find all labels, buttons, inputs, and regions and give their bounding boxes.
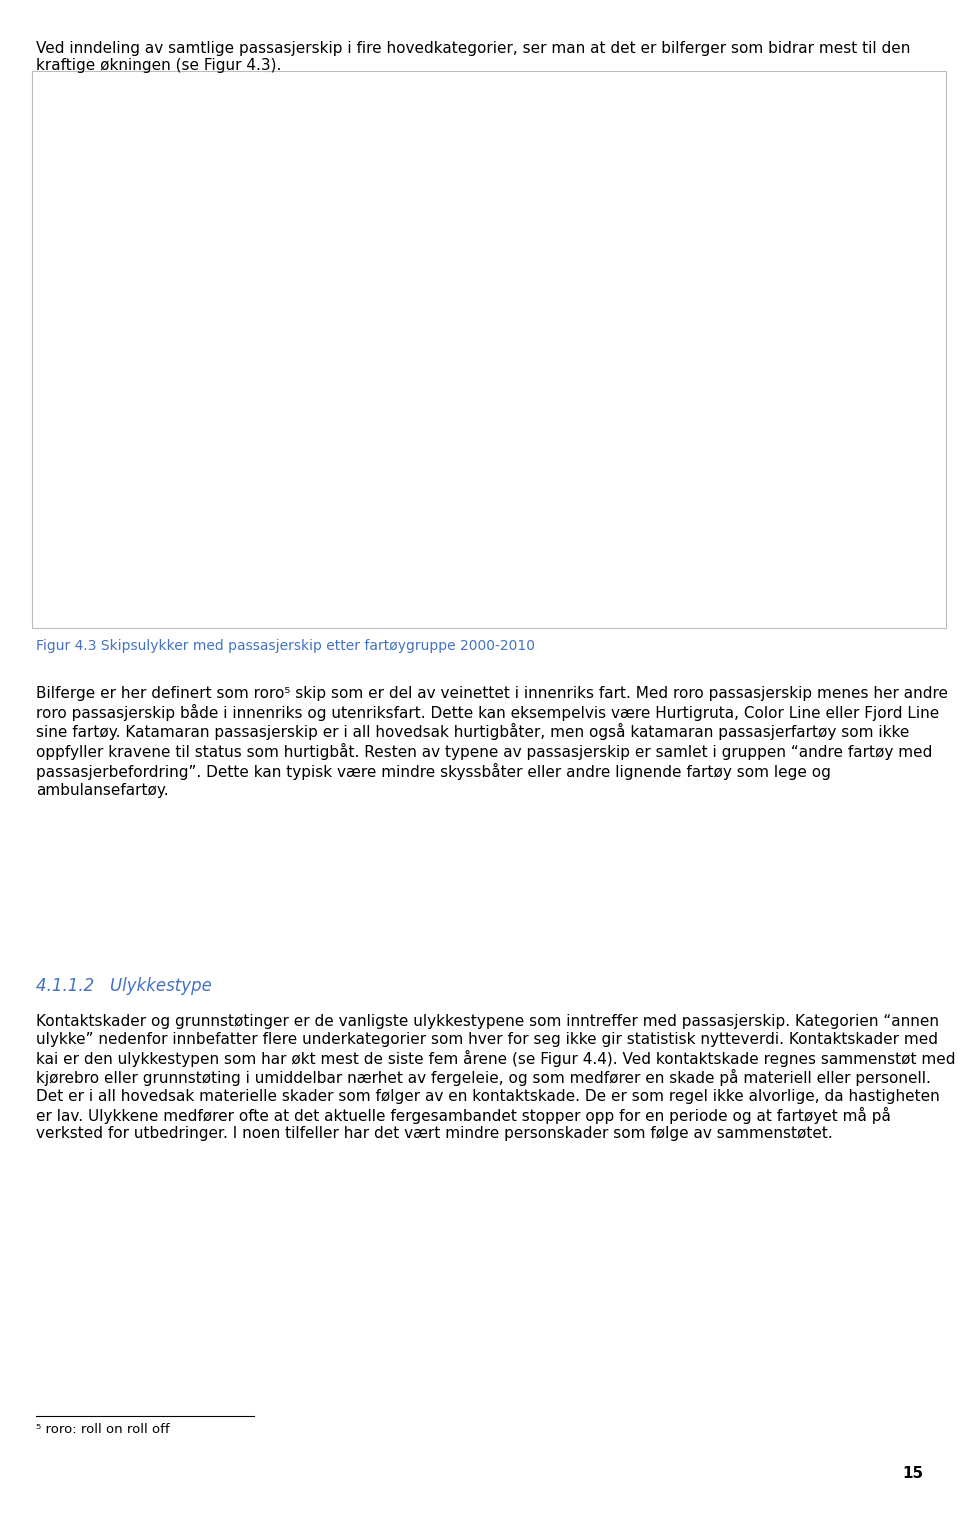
Text: 4.1.1.2   Ulykkestype: 4.1.1.2 Ulykkestype (36, 977, 212, 995)
Text: Bilferge er her definert som roro⁵ skip som er del av veinettet i innenriks fart: Bilferge er her definert som roro⁵ skip … (36, 686, 948, 798)
Text: 15: 15 (902, 1466, 924, 1481)
Text: Ved inndeling av samtlige passasjerskip i fire hovedkategorier, ser man at det e: Ved inndeling av samtlige passasjerskip … (36, 41, 911, 73)
Text: Kontaktskader og grunnstøtinger er de vanligste ulykkestypene som inntreffer med: Kontaktskader og grunnstøtinger er de va… (36, 1014, 956, 1142)
Legend: Andre fartøy med
passasjerbefordring, Ro/Ro Passasjerskip, Bilferge, Katamaran
p: Andre fartøy med passasjerbefordring, Ro… (725, 123, 894, 292)
Text: ⁵ roro: roll on roll off: ⁵ roro: roll on roll off (36, 1423, 170, 1437)
Text: Figur 4.3 Skipsulykker med passasjerskip etter fartøygruppe 2000-2010: Figur 4.3 Skipsulykker med passasjerskip… (36, 639, 536, 653)
Y-axis label: Antall hendelser: Antall hendelser (62, 307, 76, 419)
Title: Skipsulykker med passasjerskip etter fartøygruppe 2000-2010: Skipsulykker med passasjerskip etter far… (88, 100, 723, 117)
